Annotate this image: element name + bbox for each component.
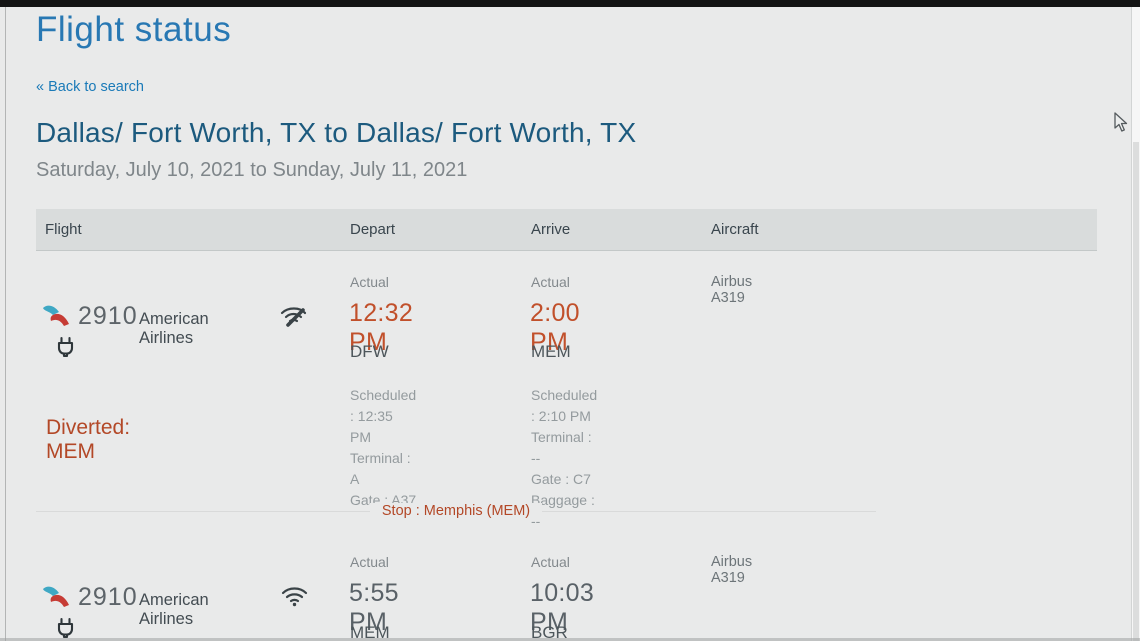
depart-time: 12:32 PM [349, 299, 414, 356]
aircraft-type: Airbus A319 [711, 274, 753, 306]
top-black-bar [0, 0, 1140, 7]
american-airlines-logo-icon [42, 585, 72, 611]
diverted-status-note: Diverted: MEM [46, 416, 131, 463]
depart-actual-label: Actual [350, 554, 389, 570]
stop-divider: Stop : Memphis (MEM) [36, 502, 876, 520]
arrive-actual-label: Actual [531, 274, 570, 290]
page-left-border [5, 7, 6, 641]
arrive-terminal: Terminal : -- [531, 429, 592, 466]
route-heading: Dallas/ Fort Worth, TX to Dallas/ Fort W… [36, 117, 637, 148]
column-header-flight: Flight [45, 221, 82, 238]
results-table-header: Flight Depart Arrive Aircraft [36, 209, 1097, 251]
depart-airport-code: MEM [350, 623, 390, 641]
arrive-scheduled: Scheduled : 2:10 PM [531, 387, 598, 424]
depart-terminal: Terminal : A [350, 450, 411, 487]
column-header-aircraft: Aircraft [711, 221, 759, 238]
arrive-gate: Gate : C7 [531, 471, 591, 487]
depart-airport-code: DFW [350, 342, 389, 361]
stop-divider-label: Stop : Memphis (MEM) [369, 503, 543, 519]
arrive-airport-code: MEM [531, 342, 571, 361]
bottom-edge-strip [0, 638, 1140, 641]
airline-name: American Airlines [139, 591, 209, 628]
flight-number: 2910 [78, 583, 138, 611]
depart-details: Scheduled : 12:35 PM Terminal : A Gate :… [350, 385, 416, 511]
arrive-details: Scheduled : 2:10 PM Terminal : -- Gate :… [531, 385, 597, 532]
arrive-baggage: Baggage : -- [531, 492, 595, 529]
flight-number: 2910 [78, 302, 138, 330]
arrive-time: 2:00 PM [530, 299, 580, 356]
wifi-slash-icon [278, 302, 309, 329]
column-header-depart: Depart [350, 221, 396, 238]
page-title: Flight status [36, 10, 232, 49]
arrive-time: 10:03 PM [530, 579, 595, 636]
airline-name: American Airlines [139, 310, 209, 347]
column-header-arrive: Arrive [531, 221, 571, 238]
power-plug-icon [54, 336, 77, 359]
depart-scheduled: Scheduled : 12:35 PM [350, 387, 417, 445]
mouse-cursor-icon [1114, 112, 1129, 133]
arrive-airport-code: BGR [531, 623, 568, 641]
back-to-search-link[interactable]: « Back to search [36, 79, 144, 95]
wifi-icon [280, 583, 309, 608]
depart-time: 5:55 PM [349, 579, 399, 636]
date-range-subtitle: Saturday, July 10, 2021 to Sunday, July … [36, 159, 468, 181]
scrollbar-thumb[interactable] [1133, 142, 1139, 641]
aircraft-type: Airbus A319 [711, 554, 753, 586]
arrive-actual-label: Actual [531, 554, 570, 570]
power-plug-icon [54, 617, 77, 640]
depart-actual-label: Actual [350, 274, 389, 290]
vertical-scrollbar[interactable] [1131, 7, 1140, 641]
american-airlines-logo-icon [42, 304, 72, 330]
